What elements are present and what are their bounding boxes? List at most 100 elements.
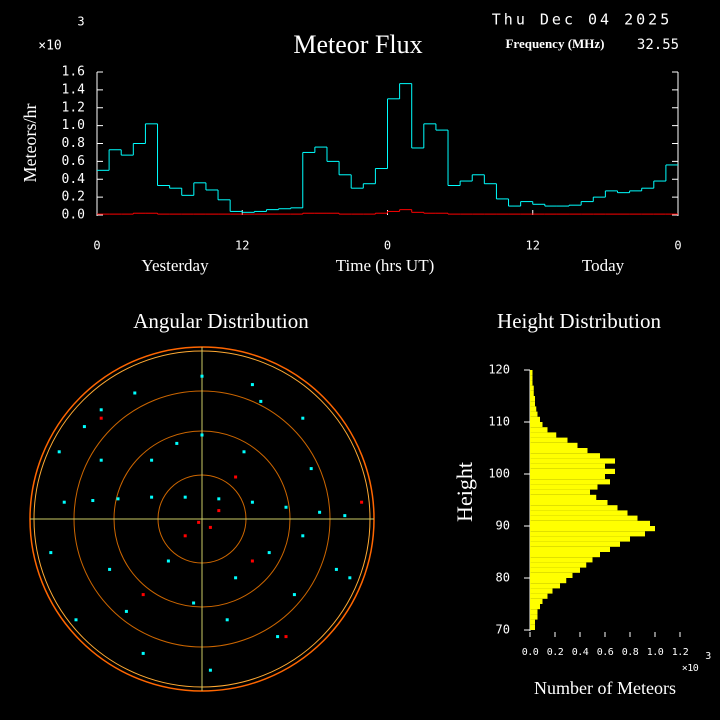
point [82, 425, 86, 429]
bar [530, 515, 638, 521]
point [284, 635, 288, 639]
point [116, 497, 120, 501]
bar [530, 557, 593, 563]
point [62, 500, 66, 504]
bar [530, 442, 578, 448]
y-tick-label: 70 [496, 623, 510, 637]
point [91, 499, 95, 503]
point [200, 433, 204, 437]
y-tick-label: 120 [488, 363, 510, 377]
point [348, 576, 352, 580]
bar [530, 536, 630, 542]
bar [530, 526, 655, 532]
bar [530, 583, 560, 589]
point [250, 500, 254, 504]
point [183, 534, 187, 538]
x-tick-label: 12 [526, 239, 540, 253]
bar [530, 505, 618, 511]
y-axis-title: Meteors/hr [20, 104, 40, 183]
bar [530, 468, 615, 474]
bar [530, 494, 597, 500]
bar [530, 609, 538, 615]
x-tick-label: 12 [235, 239, 249, 253]
point [192, 601, 196, 605]
bar [530, 572, 573, 578]
point [360, 500, 364, 504]
y-tick-label: 100 [488, 467, 510, 481]
point [208, 668, 212, 672]
point [343, 514, 347, 518]
bar [530, 619, 535, 625]
x-tick-label: 0 [93, 239, 100, 253]
point [225, 618, 229, 622]
x-tick-label: 1.0 [647, 647, 664, 658]
bar [530, 562, 587, 568]
bar [530, 593, 548, 599]
date: Thu Dec 04 2025 [492, 11, 672, 29]
bar [530, 411, 538, 417]
bar [530, 546, 610, 552]
point [183, 495, 187, 499]
x-axis-title: Time (hrs UT) [336, 256, 435, 275]
point [250, 559, 254, 563]
x-tick-label: 0.6 [597, 647, 614, 658]
x-axis-left-label: Yesterday [141, 256, 209, 275]
bar [530, 432, 557, 438]
point [150, 495, 154, 499]
y-tick-label: 90 [496, 519, 510, 533]
bar [530, 448, 588, 454]
point [234, 475, 238, 479]
chart-title: Angular Distribution [133, 309, 309, 333]
bar [530, 416, 540, 422]
bar [530, 510, 628, 516]
point [197, 520, 201, 524]
bar [530, 396, 535, 402]
y-tick-label: 1.4 [62, 82, 86, 97]
point [133, 391, 137, 395]
bar [530, 484, 598, 490]
bar [530, 552, 600, 558]
bar [530, 406, 537, 412]
multiplier: ×10 [38, 39, 61, 54]
y-tick-label: 0.0 [62, 208, 85, 223]
bar [530, 578, 567, 584]
y-tick-label: 110 [488, 415, 510, 429]
x-tick-label: 0.2 [547, 647, 564, 658]
x-axis-right-label: Today [582, 256, 625, 275]
multiplier-exponent: 3 [705, 651, 711, 662]
point [108, 567, 112, 571]
point [334, 567, 338, 571]
point [124, 609, 128, 613]
bar [530, 479, 610, 485]
frequency-label: Frequency (MHz) [505, 36, 604, 51]
bar [530, 598, 543, 604]
bar [530, 422, 543, 428]
bar [530, 437, 568, 443]
point [301, 534, 305, 538]
x-tick-label: 0.4 [572, 647, 589, 658]
y-tick-label: 0.8 [62, 136, 85, 151]
multiplier-exponent: 3 [77, 15, 84, 29]
point [217, 509, 221, 513]
bar [530, 385, 534, 391]
point [49, 551, 53, 555]
bar [530, 604, 540, 610]
point [234, 576, 238, 580]
bar [530, 370, 533, 376]
polar-grid [29, 346, 375, 692]
bar [530, 567, 580, 573]
y-tick-label: 1.0 [62, 118, 85, 133]
point [284, 505, 288, 509]
y-tick-label: 80 [496, 571, 510, 585]
y-tick-label: 0.2 [62, 190, 85, 205]
bar [530, 463, 605, 469]
y-tick-label: 1.6 [62, 65, 85, 80]
point [200, 374, 204, 378]
point [99, 416, 103, 420]
y-tick-label: 0.4 [62, 172, 86, 187]
y-tick-label: 0.6 [62, 154, 85, 169]
bar [530, 588, 553, 594]
y-tick-label: 1.2 [62, 100, 85, 115]
point [141, 593, 145, 597]
